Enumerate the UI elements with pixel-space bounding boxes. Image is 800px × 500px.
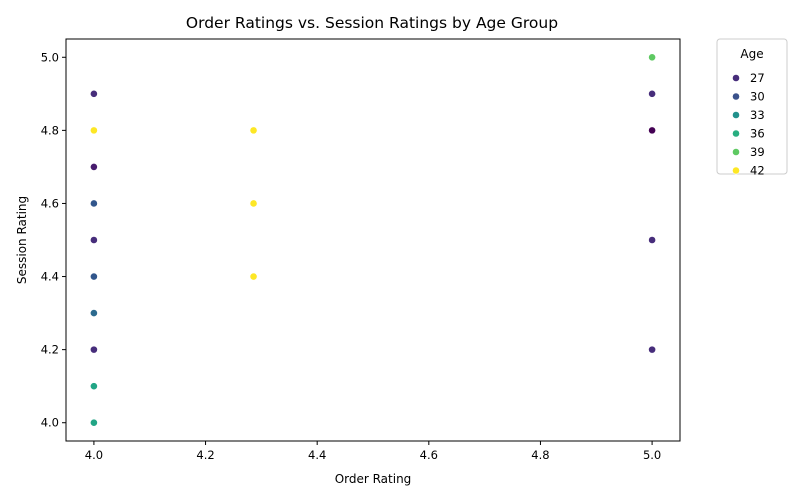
legend-marker xyxy=(732,74,740,82)
plot-area xyxy=(90,53,656,427)
legend-marker xyxy=(732,129,740,138)
y-axis: 4.0 4.2 4.4 4.6 4.8 5.0 xyxy=(41,50,66,430)
legend-frame xyxy=(716,38,788,175)
x-tick-label: 5.0 xyxy=(643,448,661,462)
data-point xyxy=(648,236,656,244)
y-tick-label: 4.8 xyxy=(41,123,59,137)
x-axis-label: Order Rating xyxy=(335,472,412,486)
data-point xyxy=(90,382,98,391)
data-point xyxy=(90,89,98,98)
x-tick-label: 4.4 xyxy=(308,448,326,462)
legend-label: 30 xyxy=(750,90,765,104)
y-tick-label: 4.6 xyxy=(41,196,59,210)
y-tick-label: 5.0 xyxy=(41,50,59,64)
legend-marker xyxy=(732,166,740,175)
legend-label: 39 xyxy=(750,145,765,159)
legend-label: 36 xyxy=(750,127,765,141)
data-point xyxy=(648,89,656,98)
y-tick-label: 4.4 xyxy=(41,270,59,284)
x-tick-label: 4.2 xyxy=(196,448,214,462)
legend-marker xyxy=(732,148,740,156)
data-point xyxy=(90,126,98,135)
data-point xyxy=(648,345,656,354)
data-point xyxy=(90,199,98,208)
data-point xyxy=(648,126,656,135)
y-tick-label: 4.0 xyxy=(41,416,59,430)
data-point xyxy=(249,126,258,135)
x-axis: 4.0 4.2 4.4 4.6 4.8 5.0 xyxy=(85,441,661,462)
x-tick-label: 4.8 xyxy=(531,448,549,462)
data-point xyxy=(90,236,98,244)
data-point xyxy=(90,272,98,281)
x-tick-label: 4.0 xyxy=(85,448,103,462)
data-point xyxy=(249,199,258,208)
chart-title: Order Ratings vs. Session Ratings by Age… xyxy=(186,14,558,32)
legend-title: Age xyxy=(740,47,763,61)
y-axis-label: Session Rating xyxy=(15,196,29,284)
legend-marker xyxy=(732,111,740,119)
legend-label: 42 xyxy=(750,164,765,178)
legend-marker xyxy=(732,92,740,101)
data-point xyxy=(90,345,98,354)
data-point xyxy=(249,272,258,281)
data-point xyxy=(90,309,98,317)
x-tick-label: 4.6 xyxy=(420,448,438,462)
legend-label: 27 xyxy=(750,71,765,85)
legend: Age 27 30 33 36 39 42 xyxy=(716,38,788,178)
data-point xyxy=(90,163,98,171)
plot-frame xyxy=(65,38,681,442)
y-tick-label: 4.2 xyxy=(41,343,59,357)
data-point xyxy=(648,53,656,62)
legend-label: 33 xyxy=(750,108,765,122)
data-point xyxy=(90,418,98,427)
